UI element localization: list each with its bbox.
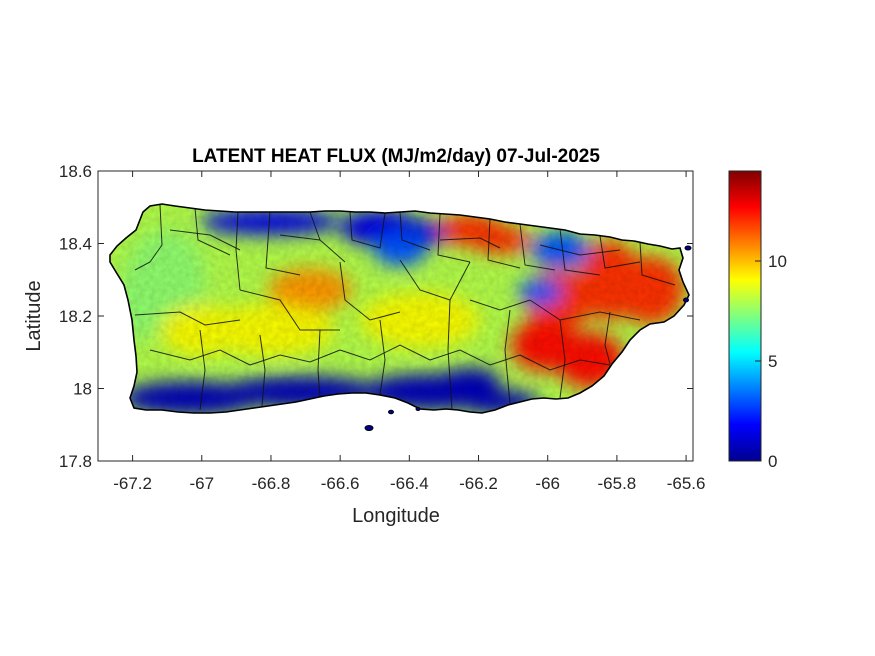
municipality-boundary (447, 299, 453, 411)
islet (415, 407, 421, 411)
municipality-boundary (379, 319, 386, 396)
x-tick-label: -67.2 (113, 474, 152, 493)
municipality-boundary (504, 309, 511, 405)
municipality-boundary (399, 259, 471, 301)
x-tick-label: -66.2 (459, 474, 498, 493)
x-axis-label: Longitude (352, 505, 440, 527)
municipality-boundary (604, 311, 611, 365)
municipality-boundary (279, 234, 321, 241)
x-tick-label: -66.4 (390, 474, 429, 493)
x-tick-label: -66.8 (252, 474, 291, 493)
municipality-boundary (134, 204, 163, 271)
y-tick-label: 18.4 (59, 235, 92, 254)
municipality-boundary (259, 334, 266, 407)
municipality-boundary (559, 319, 566, 399)
heat-texture (110, 204, 689, 413)
municipality-boundary (399, 211, 431, 251)
municipality-boundary (349, 211, 386, 249)
municipality-boundary (194, 207, 231, 256)
colorbar-tick-label: 0 (768, 452, 777, 471)
colorbar-tick-label: 10 (768, 252, 787, 271)
x-tick-label: -65.6 (667, 474, 706, 493)
islet (364, 425, 374, 431)
municipality-boundary (169, 229, 241, 251)
y-tick-label: 18.6 (59, 162, 92, 181)
islet (684, 245, 692, 251)
municipality-boundary (429, 349, 521, 366)
municipality-boundary (469, 299, 531, 311)
municipality-boundary (134, 311, 241, 326)
x-axis-ticks: -67.2 -67 -66.8 -66.6 -66.4 -66.2 -66 -65.8 -65.… (113, 171, 705, 493)
municipality-boundary (235, 211, 241, 291)
municipality-boundary (265, 211, 301, 276)
y-axis-label: Latitude (23, 280, 45, 351)
municipality-boundary (639, 241, 676, 286)
chart-title: LATENT HEAT FLUX (MJ/m2/day) 07-Jul-2025 (192, 146, 600, 167)
island-outline (109, 203, 690, 414)
municipality-boundary (199, 329, 206, 411)
municipality-boundary (339, 344, 431, 361)
municipality-boundary (599, 235, 641, 269)
municipality-boundary (249, 349, 341, 366)
municipality-boundary (559, 228, 601, 276)
colorbar-ticks: 0 5 10 (755, 252, 787, 471)
colorbar (728, 170, 762, 462)
x-tick-label: -67 (189, 474, 214, 493)
municipality-boundary (519, 354, 611, 371)
x-tick-label: -66 (535, 474, 560, 493)
y-tick-label: 17.8 (59, 452, 92, 471)
municipality-boundary (539, 244, 621, 256)
municipality-boundary (339, 261, 401, 321)
municipality-boundary (529, 299, 641, 321)
municipality-boundary (439, 237, 501, 249)
y-tick-label: 18.2 (59, 307, 92, 326)
municipality-boundary (487, 218, 521, 269)
municipality-boundary (149, 349, 251, 366)
y-axis-ticks: 17.8 18 18.2 18.4 18.6 (59, 162, 693, 471)
municipality-boundary (317, 329, 321, 399)
municipality-boundary (519, 223, 556, 271)
islet (683, 297, 689, 303)
colorbar-tick-label: 5 (768, 352, 777, 371)
x-tick-label: -66.6 (321, 474, 360, 493)
municipality-boundaries (134, 204, 676, 411)
heatmap-layer (110, 204, 689, 413)
municipality-boundary (437, 213, 471, 263)
y-tick-label: 18 (73, 380, 92, 399)
islets (364, 245, 692, 431)
islet (388, 409, 394, 415)
x-tick-label: -65.8 (598, 474, 637, 493)
